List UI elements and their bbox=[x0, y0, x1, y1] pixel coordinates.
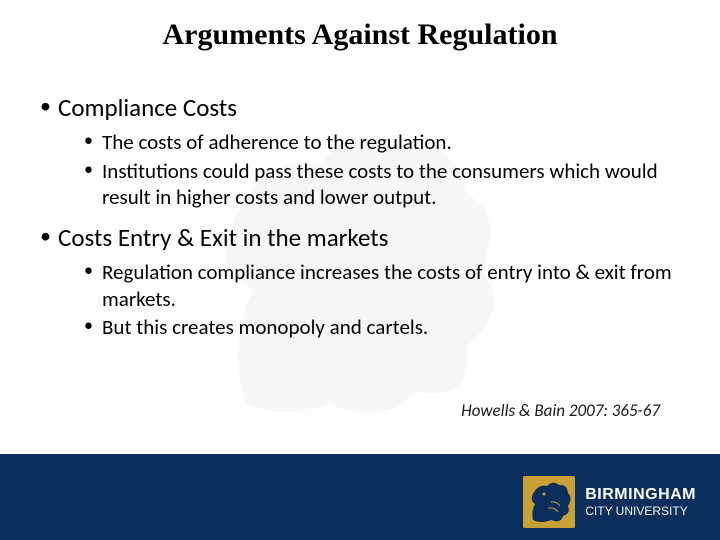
lion-crest-icon bbox=[523, 476, 575, 528]
bullet-level1: Costs Entry & Exit in the markets Regula… bbox=[58, 222, 680, 340]
university-logo: BIRMINGHAM CITY UNIVERSITY bbox=[523, 476, 696, 528]
bullet-level1: Compliance Costs The costs of adherence … bbox=[58, 92, 680, 210]
footer-bar: BIRMINGHAM CITY UNIVERSITY bbox=[0, 454, 720, 540]
citation: Howells & Bain 2007: 365-67 bbox=[461, 400, 660, 421]
bullet-sublist: Regulation compliance increases the cost… bbox=[58, 259, 680, 340]
logo-line2: CITY UNIVERSITY bbox=[585, 505, 696, 517]
slide-content: Compliance Costs The costs of adherence … bbox=[40, 80, 680, 340]
slide-title: Arguments Against Regulation bbox=[0, 18, 720, 52]
bullet-text: Costs Entry & Exit in the markets bbox=[58, 222, 388, 253]
bullet-level2: But this creates monopoly and cartels. bbox=[102, 314, 680, 340]
bullet-list: Compliance Costs The costs of adherence … bbox=[40, 92, 680, 340]
bullet-sublist: The costs of adherence to the regulation… bbox=[58, 129, 680, 210]
bullet-level2: Institutions could pass these costs to t… bbox=[102, 158, 680, 211]
logo-line1: BIRMINGHAM bbox=[585, 487, 696, 503]
bullet-text: Compliance Costs bbox=[58, 92, 237, 123]
slide: Arguments Against Regulation Compliance … bbox=[0, 0, 720, 540]
bullet-level2: Regulation compliance increases the cost… bbox=[102, 259, 680, 312]
bullet-level2: The costs of adherence to the regulation… bbox=[102, 129, 680, 155]
logo-text: BIRMINGHAM CITY UNIVERSITY bbox=[585, 487, 696, 517]
